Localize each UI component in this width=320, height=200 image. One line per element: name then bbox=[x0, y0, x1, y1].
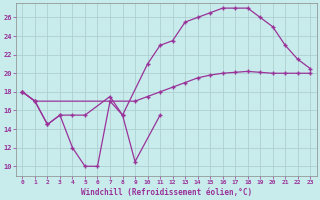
X-axis label: Windchill (Refroidissement éolien,°C): Windchill (Refroidissement éolien,°C) bbox=[81, 188, 252, 197]
